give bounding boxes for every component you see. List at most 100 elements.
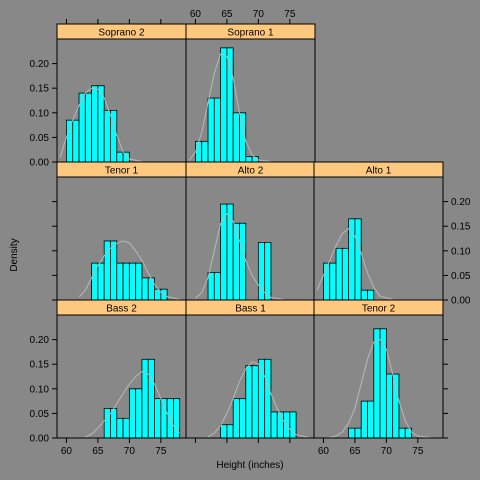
histogram-bar	[141, 277, 149, 301]
histogram-bar	[245, 365, 253, 439]
histogram-bar	[220, 424, 228, 439]
x-axis-label: Height (inches)	[216, 460, 283, 471]
histogram-bar	[141, 358, 149, 439]
histogram-bar	[213, 272, 222, 301]
histogram-bar	[226, 203, 234, 301]
y-axis-left-row1: 0.00 0.05 0.10 0.15 0.20	[30, 59, 57, 169]
histogram-bar	[103, 408, 111, 439]
x-axis-bottom-col3: 60 65 70 75	[318, 438, 424, 457]
x-tick-label: 75	[284, 9, 296, 20]
histogram-bar	[207, 97, 215, 163]
y-axis-label: Density	[9, 238, 20, 271]
histogram-bar	[110, 240, 118, 301]
histogram-bar	[348, 427, 356, 439]
histogram-bar	[195, 140, 203, 163]
histogram-bar	[276, 411, 284, 439]
histogram-bar	[135, 388, 143, 439]
x-tick-label: 60	[61, 446, 73, 457]
density-curve	[78, 240, 180, 300]
histogram-bar	[213, 97, 222, 163]
histogram-bar	[154, 398, 162, 439]
y-tick-label: 0.05	[451, 271, 471, 282]
panel-alto-1: Alto 1	[313, 161, 444, 301]
histogram-bar	[335, 247, 343, 301]
density-curve	[195, 213, 284, 300]
histogram-bar	[398, 427, 406, 439]
histogram-bar	[270, 411, 278, 439]
histogram-bar	[354, 427, 362, 439]
y-axis-left-row3: 0.00 0.05 0.10 0.15 0.20	[30, 335, 57, 445]
histogram-bar	[116, 262, 124, 301]
panel-strip-label: Alto 2	[238, 166, 264, 177]
x-axis-bottom-col1: 60 65 70 75	[61, 438, 167, 457]
y-axis-left-row2	[52, 201, 57, 301]
y-axis-right-row3	[443, 339, 448, 439]
panel-alto-2: Alto 2	[185, 161, 316, 301]
panel-strip	[313, 299, 444, 316]
y-tick-label: 0.15	[451, 222, 471, 233]
histogram-bar	[207, 272, 215, 301]
panel-strip-label: Tenor 1	[105, 166, 139, 177]
y-tick-label: 0.05	[30, 409, 50, 420]
histogram-bar	[392, 373, 400, 439]
histogram-bar	[91, 85, 99, 163]
histogram-bar	[66, 119, 74, 163]
histogram-bar	[135, 262, 143, 301]
density-curve	[59, 87, 143, 162]
y-tick-label: 0.15	[30, 84, 50, 95]
y-tick-label: 0.10	[30, 384, 50, 395]
histogram-bar	[226, 424, 234, 439]
histogram-bar	[147, 277, 155, 301]
panel-soprano-1: Soprano 1	[185, 23, 316, 163]
histogram-bar	[373, 328, 381, 439]
histogram-bar	[128, 388, 137, 439]
density-curve	[329, 338, 431, 438]
x-tick-label: 60	[190, 9, 202, 20]
histogram-bar	[110, 408, 118, 439]
y-tick-label: 0.10	[451, 246, 471, 257]
density-curve	[207, 361, 309, 438]
x-tick-label: 65	[221, 9, 233, 20]
x-tick-label: 60	[318, 446, 330, 457]
histogram-bar	[354, 218, 362, 301]
histogram-bar	[367, 289, 375, 301]
histogram-bar	[232, 112, 240, 163]
density-curve	[85, 371, 181, 438]
histogram-bar	[122, 262, 130, 301]
x-tick-label: 65	[92, 446, 104, 457]
y-tick-label: 0.20	[451, 197, 471, 208]
histogram-bar	[226, 47, 234, 163]
density-curve	[316, 228, 393, 300]
histogram-bar	[360, 400, 368, 439]
histogram-bar	[84, 92, 93, 163]
panel-strip	[313, 161, 444, 178]
histogram-bar	[72, 119, 80, 163]
panel-strip-label: Soprano 2	[98, 28, 145, 39]
panel-soprano-2: Soprano 2	[56, 23, 187, 163]
y-tick-label: 0.00	[451, 296, 471, 307]
y-tick-label: 0.10	[30, 108, 50, 119]
x-tick-label: 75	[155, 446, 167, 457]
histogram-bar	[128, 262, 137, 301]
panel-bass-1: Bass 1	[185, 299, 316, 439]
histogram-bar	[147, 358, 155, 439]
x-tick-label: 65	[349, 446, 361, 457]
panel-strip-label: Bass 1	[235, 304, 266, 315]
histogram-bar	[264, 242, 272, 301]
y-axis-right-row2: 0.00 0.05 0.10 0.15 0.20	[443, 197, 471, 307]
histogram-bar	[239, 398, 247, 439]
y-tick-label: 0.20	[30, 59, 50, 70]
histogram-bar	[232, 222, 240, 301]
y-tick-label: 0.15	[30, 360, 50, 371]
x-tick-label: 70	[124, 446, 136, 457]
histogram-bar	[91, 262, 99, 301]
panel-tenor-1: Tenor 1	[56, 161, 187, 301]
y-tick-label: 0.20	[30, 335, 50, 346]
histogram-bar	[116, 417, 124, 439]
x-axis-top-col1	[65, 19, 162, 24]
histogram-bar	[160, 398, 168, 439]
panel-plot-area	[186, 177, 315, 300]
histogram-bar	[348, 218, 356, 301]
axes: 60 65 70 75 60 65 70 75 60 65 70 75 0.00 0.05 0.10 0.15…	[30, 9, 471, 457]
